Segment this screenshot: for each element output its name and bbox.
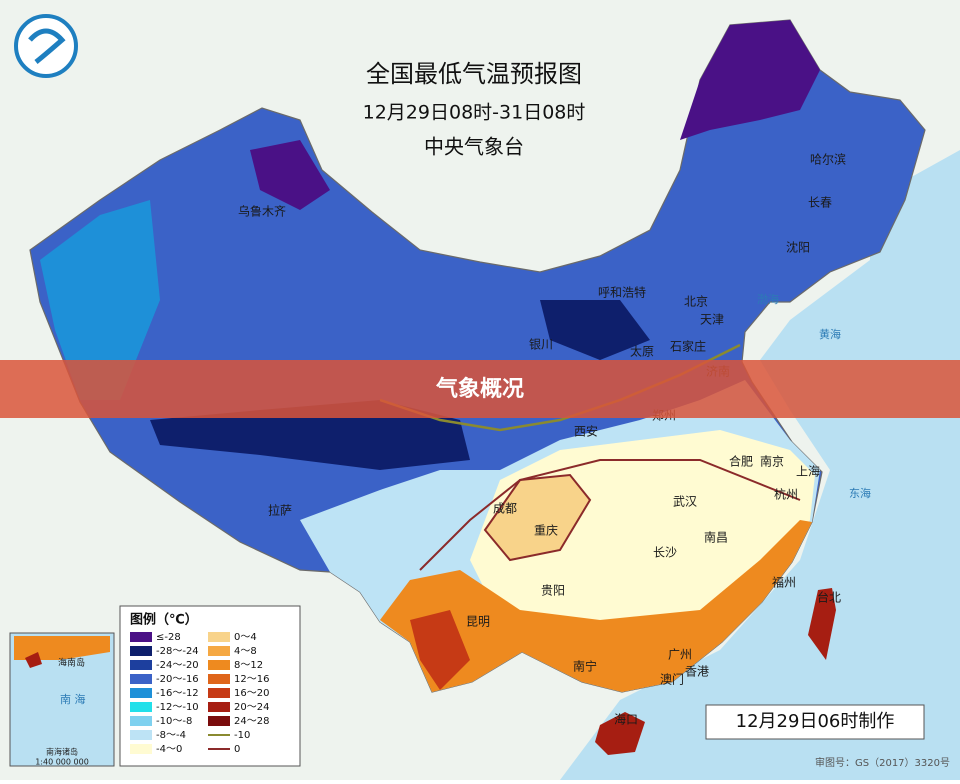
- sea-label: 东海: [849, 486, 871, 500]
- legend-label: 8～12: [234, 660, 263, 671]
- legend-label: -16～-12: [156, 688, 199, 699]
- legend-label: -20～-16: [156, 674, 199, 685]
- legend-label: 16～20: [234, 688, 269, 699]
- legend-label: 12～16: [234, 674, 269, 685]
- city-label: 成都: [493, 502, 517, 516]
- made-box: [705, 704, 925, 740]
- banner-title: 气象概况: [435, 376, 524, 402]
- made-time: 12月29日06时制作: [736, 711, 895, 732]
- city-label: 澳门: [660, 672, 684, 687]
- zone-west: [40, 200, 160, 400]
- city-label: 沈阳: [786, 240, 810, 255]
- zone-loess: [540, 300, 650, 360]
- legend-label: -12～-10: [156, 702, 199, 713]
- inset-hainan-label: 海南岛: [58, 657, 85, 669]
- legend-label: -8～-4: [156, 730, 186, 741]
- legend-swatch: [208, 660, 230, 670]
- legend-swatch: [130, 716, 152, 726]
- issuer: 中央气象台: [424, 135, 524, 159]
- legend-swatch: [130, 646, 152, 656]
- city-label: 杭州: [774, 487, 798, 502]
- legend-swatch: [130, 660, 152, 670]
- legend-swatch: [208, 688, 230, 698]
- legend-swatch: [208, 674, 230, 684]
- legend-title: 图例（℃）: [130, 612, 198, 628]
- city-label: 昆明: [466, 615, 490, 629]
- city-label: 广州: [668, 648, 692, 662]
- city-label: 呼和浩特: [598, 285, 646, 300]
- city-label: 北京: [684, 295, 708, 309]
- legend: ≤-28 -28～-24 -24～-20 -20～-16 -16～-12 -12～-10 -…: [130, 632, 269, 755]
- sea: [560, 150, 960, 780]
- city-label: 南昌: [704, 530, 728, 545]
- city-label: 南宁: [573, 659, 597, 674]
- inset-islands: 南海诸岛: [46, 747, 78, 757]
- city-label: 天津: [700, 313, 724, 327]
- city-label: 乌鲁木齐: [238, 204, 286, 219]
- city-label: 拉萨: [268, 503, 292, 518]
- zone-yunnan: [410, 610, 470, 690]
- city-label: 武汉: [673, 495, 697, 509]
- banner: [0, 360, 960, 418]
- isotherm-0: [419, 459, 801, 571]
- legend-label: -10: [234, 730, 250, 741]
- city-label: 银川: [529, 338, 553, 352]
- legend-box: [119, 605, 301, 767]
- taiwan: [808, 588, 836, 660]
- city-label: 合肥: [729, 454, 753, 469]
- city-label: 上海: [796, 464, 820, 479]
- zone-coast: [380, 520, 812, 692]
- legend-label: 0～4: [234, 632, 257, 643]
- legend-label: ≤-28: [156, 632, 181, 643]
- approval-number: 审图号：GS（2017）3320号: [815, 756, 950, 769]
- legend-swatch: [130, 702, 152, 712]
- legend-label: -4～0: [156, 744, 182, 755]
- legend-label: -28～-24: [156, 646, 199, 657]
- legend-label: -10～-8: [156, 716, 192, 727]
- legend-swatch: [208, 716, 230, 726]
- hainan: [595, 712, 645, 755]
- city-label: 南京: [760, 454, 784, 469]
- sea-label: 黄海: [819, 327, 841, 341]
- logo: [14, 14, 78, 78]
- inset-scale: 1:40 000 000: [35, 758, 89, 767]
- city-label: 太原: [630, 344, 654, 359]
- logo-mark: [28, 28, 66, 64]
- legend-swatch: [208, 632, 230, 642]
- legend-swatch: [130, 632, 152, 642]
- city-label: 西安: [574, 424, 598, 439]
- city-label: 海口: [614, 712, 638, 727]
- legend-swatch: [208, 646, 230, 656]
- legend-swatch: [130, 674, 152, 684]
- city-label: 长沙: [653, 546, 677, 560]
- city-label: 台北: [817, 590, 841, 605]
- legend-swatch: [130, 744, 152, 754]
- legend-label: 4～8: [234, 646, 257, 657]
- city-label: 福州: [772, 575, 796, 590]
- legend-label: 24～28: [234, 716, 269, 727]
- legend-label: 0: [234, 744, 240, 755]
- period: 12月29日08时-31日08时: [363, 102, 586, 124]
- city-label: 长春: [808, 196, 832, 210]
- city-label: 石家庄: [670, 339, 706, 354]
- inset-sea: 南 海: [60, 692, 86, 706]
- title: 全国最低气温预报图: [366, 60, 582, 88]
- legend-swatch: [130, 688, 152, 698]
- legend-label: 20～24: [234, 702, 269, 713]
- legend-swatch: [208, 702, 230, 712]
- city-label: 哈尔滨: [810, 152, 846, 167]
- inset-hainan: [25, 652, 42, 668]
- city-label: 香港: [685, 665, 709, 679]
- legend-label: -24～-20: [156, 660, 199, 671]
- sea-label: 渤海: [757, 292, 779, 306]
- zone-north: [680, 20, 820, 140]
- city-label: 贵阳: [541, 584, 565, 598]
- zone-xinjiang: [250, 140, 330, 210]
- city-label: 重庆: [534, 524, 558, 538]
- legend-swatch: [130, 730, 152, 740]
